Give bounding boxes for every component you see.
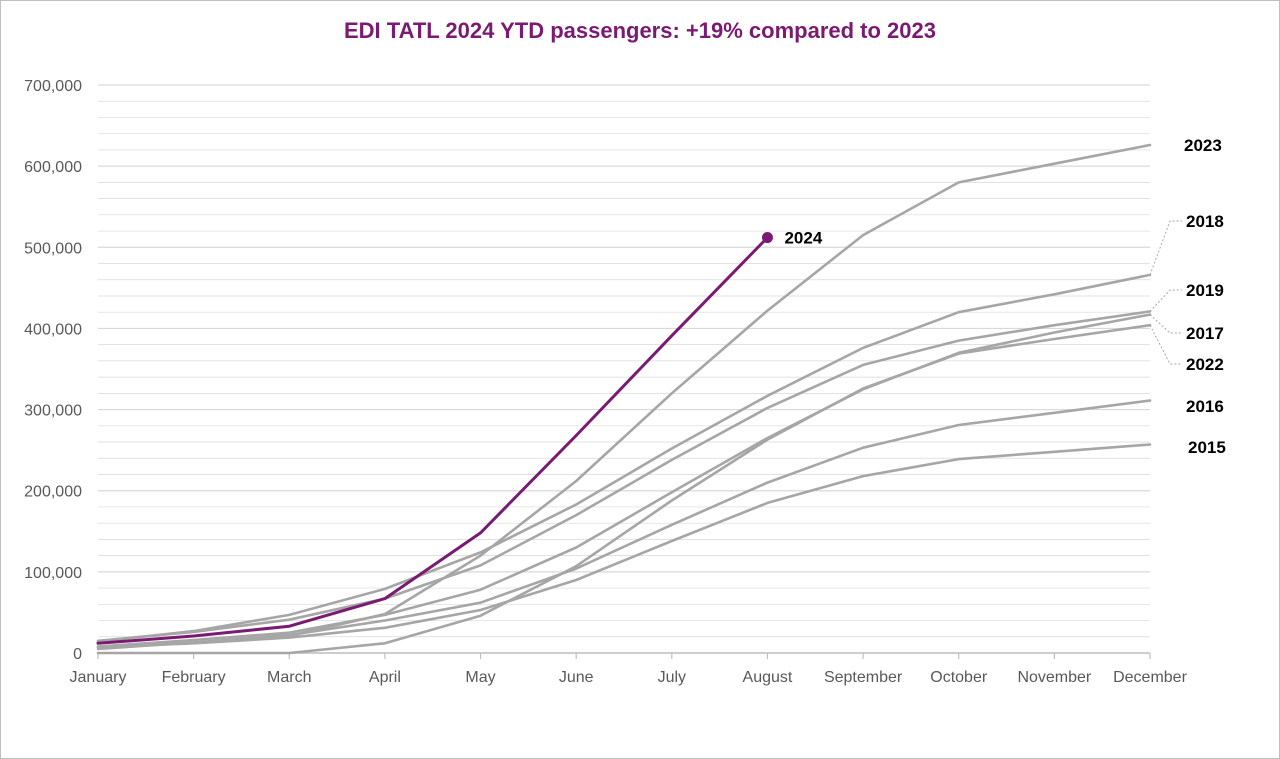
x-tick-label: July (658, 669, 686, 686)
series-line-2018 (96, 273, 1152, 643)
y-tick-label: 700,000 (24, 78, 82, 95)
series-line-2023 (96, 143, 1152, 651)
series-label-2018: 2018 (1186, 212, 1224, 231)
x-tick-label: April (369, 669, 401, 686)
series-line-2024 (96, 236, 769, 645)
x-tick-label: November (1017, 669, 1091, 686)
y-tick-label: 500,000 (24, 240, 82, 257)
leader-line-2019 (1149, 289, 1182, 312)
x-axis-ticks: January February March April May June July Augu… (70, 653, 1188, 686)
x-tick-label: December (1113, 669, 1187, 686)
series-label-2022: 2022 (1186, 355, 1224, 374)
series-line-2019 (96, 310, 1152, 643)
series-endpoint-2024 (761, 232, 773, 244)
x-tick-label: August (743, 669, 793, 686)
y-tick-label: 300,000 (24, 403, 82, 420)
series-label-2017: 2017 (1186, 324, 1224, 343)
leader-line-2018 (1149, 220, 1182, 276)
y-tick-label: 100,000 (24, 565, 82, 582)
x-tick-label: September (824, 669, 903, 686)
y-axis-ticks: 0 100,000 200,000 300,000 400,000 500,000 600,… (24, 78, 82, 663)
x-tick-label: October (930, 669, 988, 686)
series-line-2022 (96, 323, 1152, 655)
gridlines (98, 84, 1150, 654)
series-label-2023: 2023 (1184, 136, 1222, 155)
x-tick-label: February (162, 669, 226, 686)
series-line-2016 (96, 399, 1152, 649)
series-label-2019: 2019 (1186, 281, 1224, 300)
x-tick-label: May (465, 669, 495, 686)
series-label-2024: 2024 (784, 229, 822, 248)
y-tick-label: 400,000 (24, 321, 82, 338)
series-lines (96, 143, 1152, 655)
y-tick-label: 200,000 (24, 484, 82, 501)
series-labels: 2024 2023 2018 2019 2017 2022 2016 2015 (784, 136, 1225, 457)
y-tick-label: 0 (73, 646, 82, 663)
series-line-2017 (96, 313, 1152, 648)
series-label-2015: 2015 (1188, 438, 1226, 457)
x-tick-label: March (267, 669, 311, 686)
chart-title: EDI TATL 2024 YTD passengers: +19% compa… (343, 18, 936, 43)
x-tick-label: January (70, 669, 127, 686)
series-label-2016: 2016 (1186, 397, 1224, 416)
leader-line-2022 (1149, 324, 1182, 365)
series-line-2015 (96, 443, 1152, 649)
leader-line-2017 (1149, 314, 1182, 334)
x-tick-label: June (559, 669, 594, 686)
y-tick-label: 600,000 (24, 159, 82, 176)
